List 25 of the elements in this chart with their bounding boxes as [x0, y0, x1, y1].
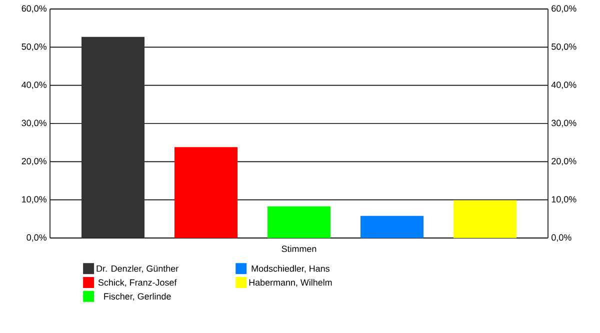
text: 40,0%: [551, 82, 576, 90]
bar: [268, 206, 330, 238]
bar: [360, 216, 424, 238]
bar: [454, 200, 517, 238]
y-tick-label: 40,0%: [22, 82, 46, 90]
x-tick-label: Stimmen: [282, 245, 316, 252]
legend-label: Habermann, Wilhelm: [249, 279, 332, 287]
text: 20,0%: [552, 158, 576, 166]
legend-label: Schick, Franz-Josef: [98, 279, 177, 287]
y-tick-label: 50,0%: [22, 43, 46, 51]
text: 50,0%: [552, 43, 576, 51]
y-tick-label: 0,0%: [26, 234, 46, 242]
text: 30,0%: [552, 120, 576, 128]
bar: [174, 147, 238, 238]
y-tick-label: 60,0%: [22, 5, 46, 13]
legend-label: Dr. Denzler, Günther: [96, 265, 178, 273]
bar: [82, 36, 144, 238]
text: 0,0%: [552, 234, 572, 242]
text: 10,0%: [552, 196, 576, 204]
y-tick-label: 30,0%: [22, 120, 46, 128]
legend-label: Fischer, Gerlinde: [104, 292, 171, 301]
y-tick-label: 20,0%: [22, 158, 46, 166]
legend-label: Modschiedler, Hans: [252, 265, 330, 273]
text: 60,0%: [552, 5, 576, 13]
y-tick-label: 10,0%: [22, 196, 46, 204]
